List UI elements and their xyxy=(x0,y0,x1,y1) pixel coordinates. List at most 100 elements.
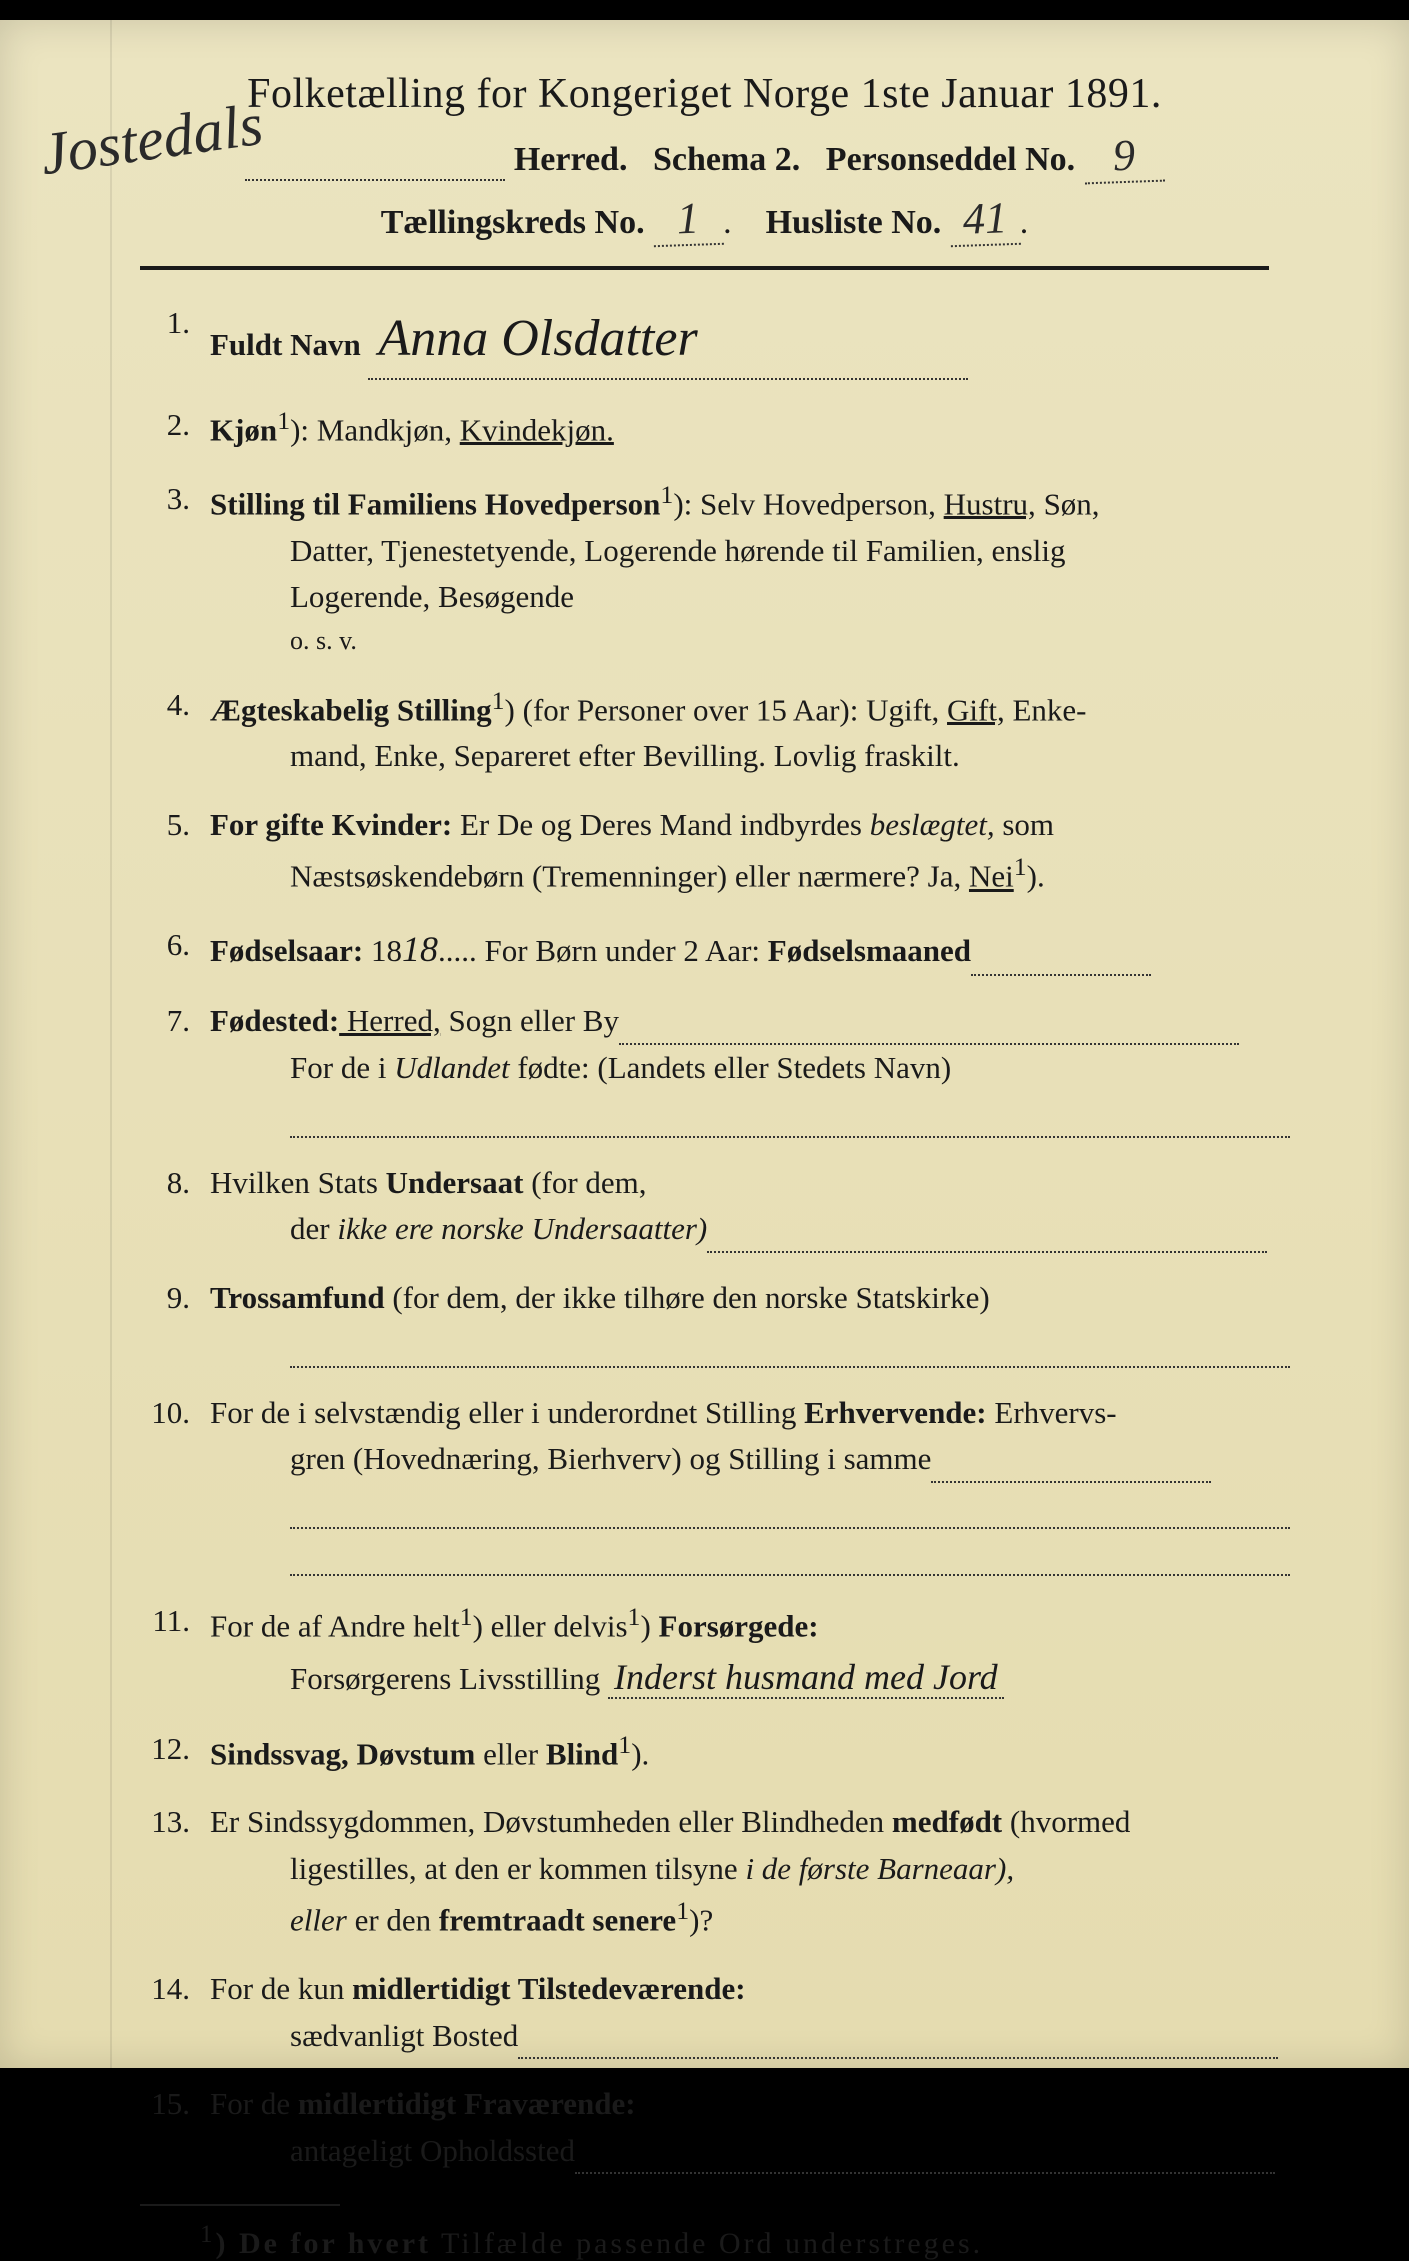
cont2-post: er den xyxy=(347,1903,439,1938)
cont2 xyxy=(210,1091,1290,1138)
label: Fuldt Navn xyxy=(210,327,361,362)
pre: For de i selvstændig eller i underordnet… xyxy=(210,1395,804,1430)
item-num: 11. xyxy=(140,1598,210,1704)
label: medfødt xyxy=(892,1804,1002,1839)
pre: Hvilken Stats xyxy=(210,1165,386,1200)
pre: For de kun xyxy=(210,1971,352,2006)
item-num: 3. xyxy=(140,476,210,660)
kreds-no: 1 xyxy=(652,192,724,247)
label: Undersaat xyxy=(386,1165,524,1200)
item-3: 3. Stilling til Familiens Hovedperson1):… xyxy=(140,476,1289,660)
footnote-rest: Tilfælde passende Ord understreges. xyxy=(431,2227,983,2260)
herred-label: Herred. xyxy=(514,141,628,178)
after: eller xyxy=(475,1736,546,1771)
after2: Søn, xyxy=(1036,486,1100,521)
items-list: 1. Fuldt Navn Anna Olsdatter 2. Kjøn1): … xyxy=(80,300,1329,2174)
husliste-no: 41 xyxy=(949,192,1021,247)
dots xyxy=(290,1136,1290,1138)
cont1-pre: ligestilles, at den er kommen tilsyne xyxy=(290,1851,745,1886)
footnote: 1) De for hvert Tilfælde passende Ord un… xyxy=(80,2221,1329,2261)
label: Forsørgede: xyxy=(659,1608,819,1643)
label2: Blind xyxy=(546,1736,618,1771)
item-num: 6. xyxy=(140,922,210,976)
dots xyxy=(575,2172,1275,2174)
dots xyxy=(707,1251,1267,1253)
after: ): Selv Hovedperson, xyxy=(673,486,943,521)
item-12: 12. Sindssvag, Døvstum eller Blind1). xyxy=(140,1726,1289,1778)
label: Trossamfund xyxy=(210,1280,385,1315)
personseddel-label: Personseddel No. xyxy=(826,141,1075,178)
label: Kjøn xyxy=(210,412,277,447)
cont1-text: gren (Hovednæring, Bierhverv) og Stillin… xyxy=(290,1441,931,1476)
italic: beslægtet, xyxy=(870,807,995,842)
item-content: For de midlertidigt Fraværende: antageli… xyxy=(210,2081,1289,2174)
label: Erhvervende: xyxy=(804,1395,987,1430)
label: Stilling til Familiens Hovedperson xyxy=(210,486,660,521)
item-content: Er Sindssygdommen, Døvstumheden eller Bl… xyxy=(210,1799,1289,1944)
sup: 1 xyxy=(660,480,673,509)
label: Ægteskabelig Stilling xyxy=(210,692,492,727)
label: Fødested: xyxy=(210,1003,339,1038)
underlined: Gift, xyxy=(947,692,1005,727)
cont2-end: )? xyxy=(689,1903,713,1938)
footnote-bold: ) De for hvert xyxy=(216,2227,432,2260)
item-num: 15. xyxy=(140,2081,210,2174)
item-content: Sindssvag, Døvstum eller Blind1). xyxy=(210,1726,1289,1778)
item-num: 13. xyxy=(140,1799,210,1944)
item-content: Kjøn1): Mandkjøn, Kvindekjøn. xyxy=(210,402,1289,454)
cont1: For de i Udlandet fødte: (Landets eller … xyxy=(210,1045,1290,1092)
page-title: Folketælling for Kongeriget Norge 1ste J… xyxy=(80,70,1329,118)
item-num: 12. xyxy=(140,1726,210,1778)
item-11: 11. For de af Andre helt1) eller delvis1… xyxy=(140,1598,1289,1704)
item-10: 10. For de i selvstændig eller i underor… xyxy=(140,1390,1289,1576)
label: midlertidigt Tilstedeværende: xyxy=(352,1971,746,2006)
sup1: 1 xyxy=(460,1602,473,1631)
cont1: Forsørgerens Livsstilling Inderst husman… xyxy=(210,1650,1289,1704)
item-2: 2. Kjøn1): Mandkjøn, Kvindekjøn. xyxy=(140,402,1289,454)
item-15: 15. For de midlertidigt Fraværende: anta… xyxy=(140,2081,1289,2174)
after: ) xyxy=(640,1608,658,1643)
item-5: 5. For gifte Kvinder: Er De og Deres Man… xyxy=(140,802,1289,900)
sup: 1 xyxy=(277,406,290,435)
personseddel-no: 9 xyxy=(1083,129,1165,185)
cont1-pre: der xyxy=(290,1211,337,1246)
item-num: 14. xyxy=(140,1966,210,2059)
item-num: 2. xyxy=(140,402,210,454)
item-content: Fødested: Herred, Sogn eller By For de i… xyxy=(210,998,1290,1138)
label: Sindssvag, Døvstum xyxy=(210,1736,475,1771)
cont1-pre: For de i xyxy=(290,1050,394,1085)
cont3 xyxy=(210,1529,1290,1576)
cont1-hw: Inderst husmand med Jord xyxy=(608,1657,1004,1699)
cont2-bold: fremtraadt senere xyxy=(439,1903,676,1938)
cont1: sædvanligt Bosted xyxy=(210,2013,1289,2060)
after: ) (for Personer over 15 Aar): Ugift, xyxy=(505,692,947,727)
year-hw: 18 xyxy=(402,929,438,969)
cont1-pre: Forsørgerens Livsstilling xyxy=(290,1661,600,1696)
header-line-3: Tællingskreds No. 1. Husliste No. 41. xyxy=(80,193,1329,246)
cont1: Datter, Tjenestetyende, Logerende hørend… xyxy=(210,528,1289,575)
after: (hvormed xyxy=(1002,1804,1130,1839)
sup: 1 xyxy=(492,686,505,715)
item-7: 7. Fødested: Herred, Sogn eller By For d… xyxy=(140,998,1289,1138)
item-6: 6. Fødselsaar: 1818..... For Børn under … xyxy=(140,922,1289,976)
schema-label: Schema 2. xyxy=(653,141,800,178)
underlined: Herred, xyxy=(339,1003,441,1038)
sup: 1 xyxy=(676,1896,689,1925)
kreds-label: Tællingskreds No. xyxy=(381,204,645,241)
item-content: Fødselsaar: 1818..... For Børn under 2 A… xyxy=(210,922,1289,976)
cont1-pre: antageligt Opholdssted xyxy=(290,2133,575,2168)
mid: ) eller delvis xyxy=(473,1608,628,1643)
item-num: 10. xyxy=(140,1390,210,1576)
item-1: 1. Fuldt Navn Anna Olsdatter xyxy=(140,300,1289,380)
name-handwriting: Anna Olsdatter xyxy=(368,300,968,380)
cont1: antageligt Opholdssted xyxy=(210,2128,1289,2175)
cont1: Næstsøskendebørn (Tremenninger) eller næ… xyxy=(210,848,1289,900)
item-content: Stilling til Familiens Hovedperson1): Se… xyxy=(210,476,1289,660)
cont1-post: fødte: (Landets eller Stedets Navn) xyxy=(510,1050,952,1085)
item-content: Trossamfund (for dem, der ikke tilhøre d… xyxy=(210,1275,1290,1368)
cont1-italic: ikke ere norske Undersaatter) xyxy=(337,1211,707,1246)
footnote-rule xyxy=(140,2204,340,2206)
after2: som xyxy=(995,807,1054,842)
cont1-under: Nei xyxy=(969,859,1014,894)
cont1-post: ). xyxy=(1027,859,1045,894)
